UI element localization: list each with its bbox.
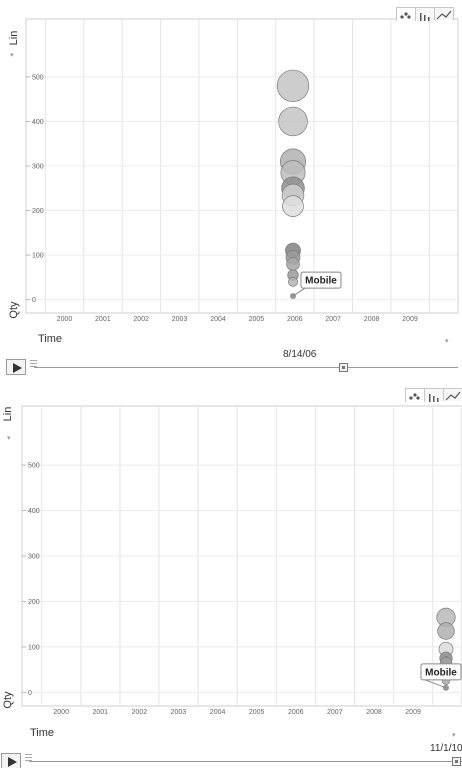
time-slider-thumb[interactable] bbox=[339, 363, 349, 372]
line-chart-tab[interactable] bbox=[434, 7, 454, 20]
tooltip-pointer bbox=[424, 679, 447, 689]
x-tick-label: 2001 bbox=[92, 709, 108, 716]
bubble-chart-icon bbox=[400, 12, 411, 19]
y-axis-label: Qty bbox=[8, 301, 20, 319]
y-scale-selector[interactable]: Lin bbox=[8, 31, 20, 46]
y-tick-label: 500 bbox=[28, 463, 40, 470]
x-tick-label: 2006 bbox=[287, 316, 303, 323]
bubble[interactable] bbox=[278, 106, 308, 137]
x-axis-dropdown-arrow-icon[interactable]: ▾ bbox=[452, 731, 456, 739]
bubble[interactable] bbox=[276, 69, 310, 102]
x-tick-label: 2001 bbox=[95, 316, 111, 323]
y-tick-label: 0 bbox=[32, 297, 36, 304]
time-slider-thumb[interactable] bbox=[452, 757, 461, 766]
y-axis-label: Qty bbox=[2, 691, 14, 709]
x-tick-label: 2006 bbox=[288, 709, 304, 716]
y-tick-label: 300 bbox=[32, 164, 44, 171]
x-tick-label: 2008 bbox=[364, 316, 380, 323]
y-tick-label: 300 bbox=[28, 554, 40, 561]
x-tick-label: 2003 bbox=[171, 709, 187, 716]
x-tick-label: 2000 bbox=[53, 709, 69, 716]
bubble[interactable] bbox=[288, 276, 298, 287]
x-axis-selector-label: Time bbox=[30, 727, 55, 739]
x-tick-label: 2008 bbox=[366, 709, 382, 716]
playback-speed-icon[interactable] bbox=[30, 360, 37, 372]
tooltip-box bbox=[420, 663, 462, 681]
x-axis-selector[interactable]: Time bbox=[30, 727, 54, 739]
y-axis-dropdown-arrow-icon[interactable]: ▾ bbox=[7, 434, 11, 442]
y-tick-label: 100 bbox=[32, 253, 44, 260]
motion-chart-panel-1: 2000 2001 2002 2003 2004 2005 2006 2007 2008 2009… bbox=[6, 7, 459, 375]
play-button[interactable] bbox=[6, 359, 26, 375]
y-tick-label: 200 bbox=[28, 599, 40, 606]
x-tick-label: 2005 bbox=[249, 709, 265, 716]
tooltip-label: Mobile bbox=[305, 276, 337, 287]
time-slider-track[interactable] bbox=[29, 761, 462, 762]
line-chart-icon bbox=[436, 10, 452, 20]
x-axis-selector[interactable]: Time bbox=[38, 333, 62, 345]
current-date-label: 11/1/10 bbox=[430, 743, 462, 754]
bubble-chart-tab[interactable] bbox=[405, 388, 425, 402]
x-axis-selector-label: Time bbox=[38, 333, 63, 345]
y-scale-selector[interactable]: Lin bbox=[2, 407, 14, 422]
line-chart-tab[interactable] bbox=[443, 388, 462, 401]
x-tick-label: 2007 bbox=[327, 709, 343, 716]
tooltip-box bbox=[300, 271, 342, 289]
bubble-chart-2: 2000 2001 2002 2003 2004 2005 2006 2007 2008 2009… bbox=[2, 405, 462, 716]
y-tick-label: 400 bbox=[28, 508, 40, 515]
y-tick-label: 100 bbox=[28, 644, 40, 651]
y-tick-label: 500 bbox=[32, 74, 44, 81]
bar-chart-icon bbox=[429, 394, 439, 402]
motion-chart-panel-2: 2000 2001 2002 2003 2004 2005 2006 2007 2008 2009… bbox=[0, 384, 462, 768]
bubble-chart-icon bbox=[409, 393, 420, 400]
bubble-chart-tab[interactable] bbox=[396, 7, 416, 21]
bubble[interactable] bbox=[437, 622, 455, 640]
chart-type-tabs bbox=[405, 388, 462, 402]
tooltip-label: Mobile bbox=[425, 667, 457, 678]
x-tick-label: 2002 bbox=[133, 316, 149, 323]
line-chart-icon bbox=[445, 391, 461, 401]
x-tick-label: 2009 bbox=[402, 316, 418, 323]
chart-type-tabs bbox=[396, 7, 454, 21]
x-tick-label: 2003 bbox=[172, 316, 188, 323]
bubble[interactable] bbox=[282, 195, 304, 217]
current-date-label: 8/14/06 bbox=[283, 349, 317, 360]
bar-chart-icon bbox=[420, 13, 430, 21]
tooltip-pointer bbox=[292, 287, 306, 297]
time-slider-track[interactable] bbox=[34, 367, 458, 368]
bar-chart-tab[interactable] bbox=[415, 7, 435, 21]
y-tick-label: 0 bbox=[28, 690, 32, 697]
bubble[interactable] bbox=[286, 257, 300, 271]
play-button[interactable] bbox=[1, 753, 21, 768]
x-tick-label: 2004 bbox=[210, 316, 226, 323]
x-tick-label: 2009 bbox=[405, 709, 421, 716]
x-tick-label: 2000 bbox=[57, 316, 73, 323]
y-axis-dropdown-arrow-icon[interactable]: ▾ bbox=[10, 51, 14, 59]
x-tick-label: 2004 bbox=[210, 709, 226, 716]
x-axis-dropdown-arrow-icon[interactable]: ▾ bbox=[445, 337, 449, 345]
x-tick-label: 2005 bbox=[249, 316, 265, 323]
x-tick-label: 2002 bbox=[132, 709, 148, 716]
y-tick-label: 400 bbox=[32, 119, 44, 126]
bubble-chart-1: 2000 2001 2002 2003 2004 2005 2006 2007 2008 2009… bbox=[8, 18, 459, 323]
playback-speed-icon[interactable] bbox=[25, 754, 32, 766]
bar-chart-tab[interactable] bbox=[424, 388, 444, 402]
x-tick-label: 2007 bbox=[325, 316, 341, 323]
y-tick-label: 200 bbox=[32, 208, 44, 215]
